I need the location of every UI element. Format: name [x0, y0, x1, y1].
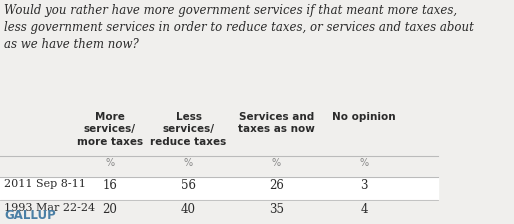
- Text: More
services/
more taxes: More services/ more taxes: [77, 112, 143, 147]
- Text: %: %: [184, 158, 193, 168]
- Text: 56: 56: [181, 179, 196, 192]
- Text: No opinion: No opinion: [332, 112, 396, 122]
- Bar: [0, 177, 438, 200]
- Text: 2011 Sep 8-11: 2011 Sep 8-11: [5, 179, 86, 189]
- Text: GALLUP: GALLUP: [5, 209, 56, 222]
- Text: 1993 Mar 22-24: 1993 Mar 22-24: [5, 203, 96, 213]
- Text: 3: 3: [360, 179, 368, 192]
- Text: %: %: [359, 158, 369, 168]
- Text: 4: 4: [360, 203, 368, 216]
- Text: Would you rather have more government services if that meant more taxes,
less go: Would you rather have more government se…: [5, 4, 474, 52]
- Text: 16: 16: [102, 179, 117, 192]
- Text: Services and
taxes as now: Services and taxes as now: [238, 112, 315, 134]
- Bar: [0, 156, 438, 177]
- Text: Less
services/
reduce taxes: Less services/ reduce taxes: [151, 112, 227, 147]
- Bar: [0, 200, 438, 224]
- Text: 40: 40: [181, 203, 196, 216]
- Text: %: %: [272, 158, 281, 168]
- Text: %: %: [105, 158, 114, 168]
- Text: 35: 35: [269, 203, 284, 216]
- Text: 20: 20: [102, 203, 117, 216]
- Text: 26: 26: [269, 179, 284, 192]
